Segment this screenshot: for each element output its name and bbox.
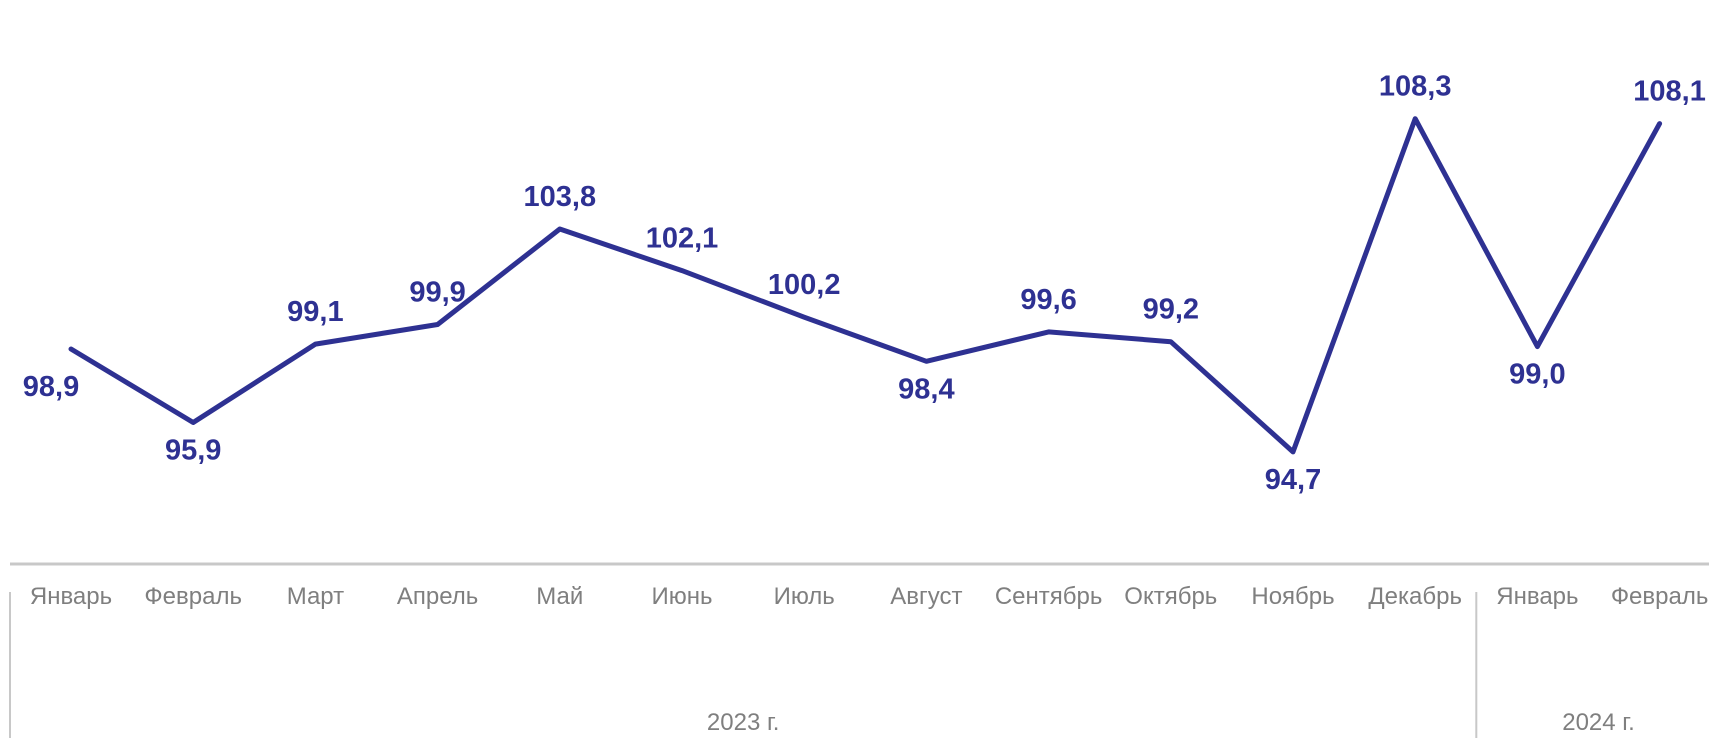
data-label: 100,2 xyxy=(768,269,841,301)
x-tick-label: Март xyxy=(287,583,344,610)
year-group-label: 2024 г. xyxy=(1562,709,1635,736)
series-line xyxy=(68,116,1663,455)
x-tick-label: Сентябрь xyxy=(995,583,1103,610)
data-label: 99,6 xyxy=(1020,284,1076,316)
data-label: 98,9 xyxy=(23,371,79,403)
x-tick-label: Декабрь xyxy=(1368,583,1462,610)
data-label: 103,8 xyxy=(524,181,597,213)
x-tick-label: Февраль xyxy=(1611,583,1709,610)
x-tick-label: Ноябрь xyxy=(1251,583,1334,610)
year-group-label: 2023 г. xyxy=(707,709,780,736)
x-tick-label: Май xyxy=(536,583,583,610)
data-label: 99,1 xyxy=(287,296,343,328)
data-label: 98,4 xyxy=(898,373,954,405)
x-tick-label: Январь xyxy=(30,583,112,610)
series-layer xyxy=(68,116,1663,455)
data-label: 95,9 xyxy=(165,435,221,467)
data-label: 94,7 xyxy=(1265,464,1321,496)
x-tick-label: Январь xyxy=(1496,583,1578,610)
x-tick-label: Июнь xyxy=(651,583,712,610)
x-tick-label: Февраль xyxy=(144,583,242,610)
data-label: 108,1 xyxy=(1633,76,1706,108)
data-label: 102,1 xyxy=(646,223,719,255)
data-label: 99,0 xyxy=(1509,359,1565,391)
x-tick-label: Апрель xyxy=(397,583,478,610)
data-label: 99,9 xyxy=(409,277,465,309)
data-label: 108,3 xyxy=(1379,71,1452,103)
x-axis-labels-layer: Январь Февраль Март Апрель Май Июнь Июль Август… xyxy=(9,583,1709,738)
data-labels-layer: 98,9 95,9 99,1 99,9 103,8 102,1 100,2 98,4 99,6 9… xyxy=(23,71,1706,496)
data-label: 99,2 xyxy=(1143,294,1199,326)
x-tick-label: Июль xyxy=(774,583,835,610)
x-tick-label: Октябрь xyxy=(1124,583,1217,610)
x-tick-label: Август xyxy=(890,583,962,610)
